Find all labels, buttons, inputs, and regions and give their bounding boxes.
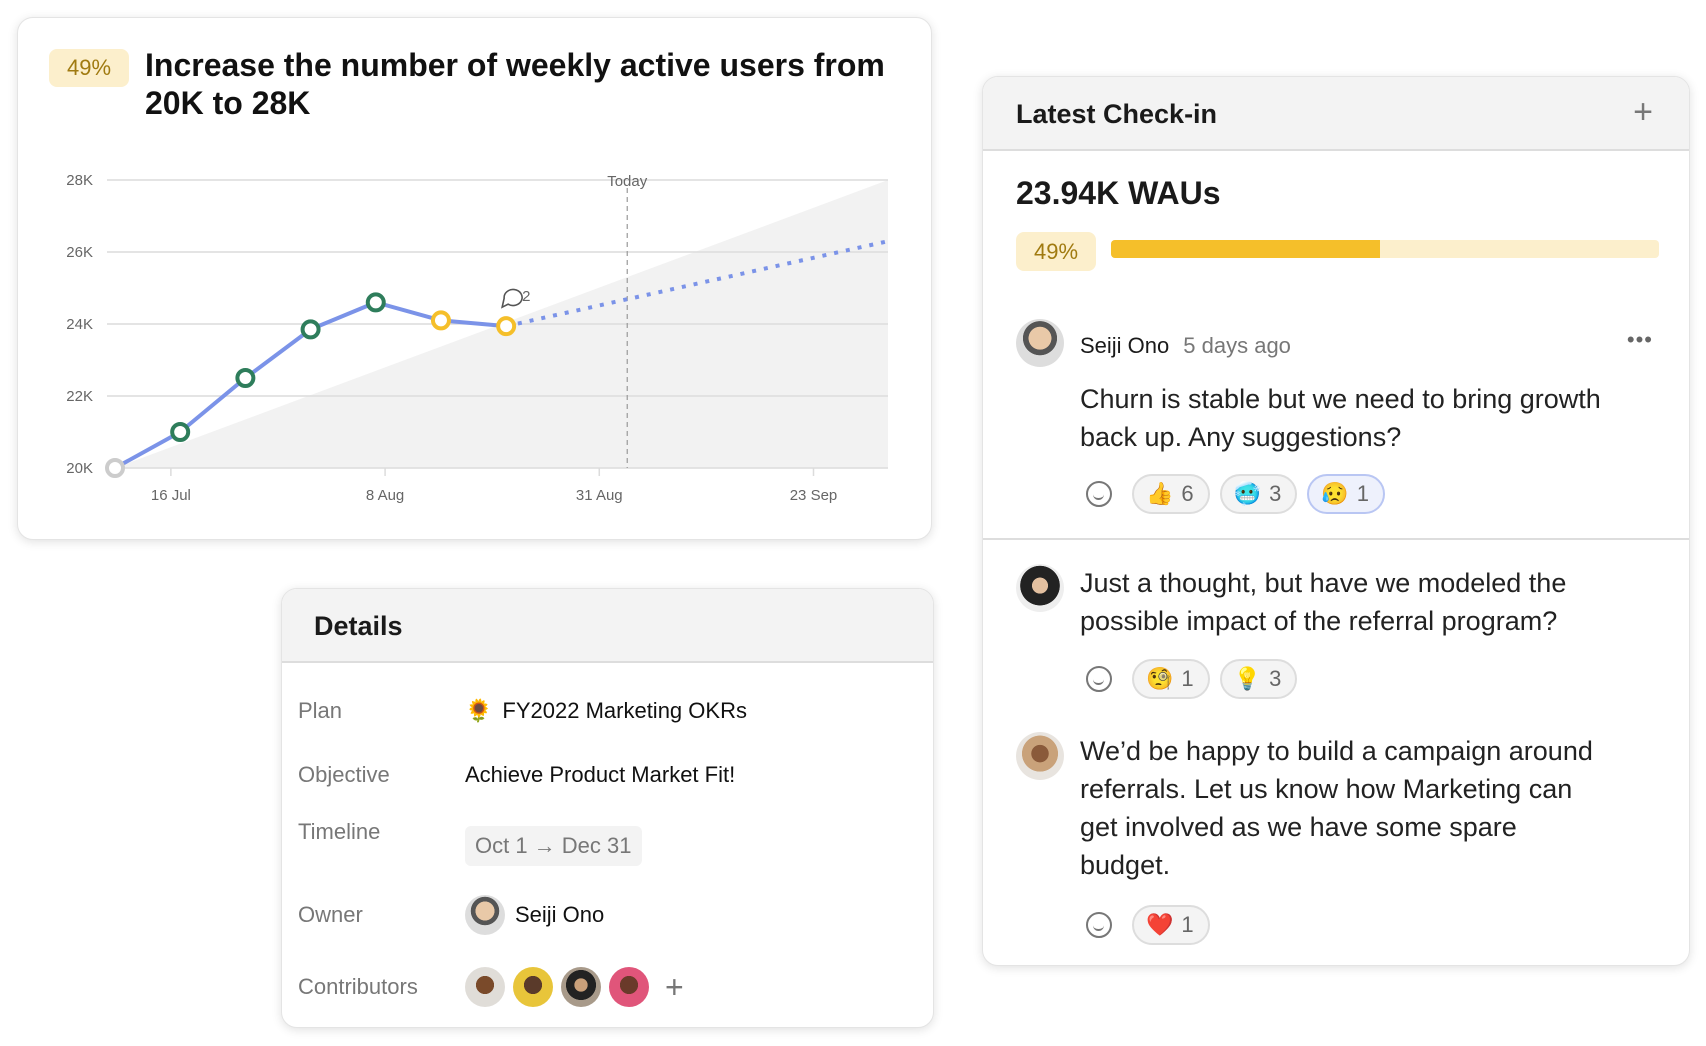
checkin-metric: 23.94K WAUs (1016, 175, 1221, 211)
x-tick-label: 23 Sep (790, 487, 838, 504)
details-panel: Details Plan 🌻 FY2022 Marketing OKRs Obje… (281, 588, 934, 1028)
y-tick-label: 20K (66, 460, 93, 477)
plan-value: FY2022 Marketing OKRs (502, 698, 747, 723)
comment-text: Churn is stable but we need to bring gro… (1080, 384, 1601, 452)
add-contributor-icon[interactable]: + (665, 968, 684, 1005)
checkin-title: Latest Check-in (1016, 99, 1218, 129)
projection-line (505, 239, 889, 329)
comment-text: We’d be happy to build a campaign around… (1080, 736, 1593, 880)
y-tick-label: 24K (66, 316, 93, 333)
owner-label: Owner (298, 902, 363, 927)
reaction-pill[interactable]: 👍 6 (1132, 474, 1210, 514)
plan-label: Plan (298, 698, 343, 723)
timeline-row: Timeline Oct 1 → Dec 31 (298, 819, 933, 866)
y-tick-label: 22K (66, 388, 93, 405)
avatar[interactable] (561, 967, 601, 1007)
objective-link[interactable]: Achieve Product Market Fit! (465, 762, 736, 787)
divider (983, 538, 1689, 540)
x-tick-label: 16 Jul (151, 487, 191, 504)
plan-row: Plan 🌻 FY2022 Marketing OKRs (298, 691, 933, 731)
plan-link[interactable]: 🌻 FY2022 Marketing OKRs (465, 698, 747, 724)
comment-author: Seiji Ono (1080, 333, 1170, 358)
avatar (1016, 319, 1064, 367)
timeline-label: Timeline (298, 819, 381, 844)
checkin-progress-bar (1111, 240, 1659, 258)
details-header: Details (282, 589, 933, 663)
contributors-row: Contributors + (298, 967, 933, 1007)
data-point (496, 316, 517, 337)
progress-chart: 20K 22K 24K 26K 28K 16 Jul 8 Aug 31 Aug 23 Sep To… (66, 172, 889, 504)
reaction-pill[interactable]: 💡 3 (1219, 659, 1298, 699)
details-title: Details (314, 611, 403, 641)
x-tick-label: 8 Aug (366, 487, 404, 504)
add-reaction-icon[interactable] (1086, 481, 1112, 507)
data-point (300, 319, 321, 340)
progress-fill (1111, 240, 1380, 258)
comment-time: 5 days ago (1183, 333, 1291, 358)
key-result-title: Increase the number of weekly active use… (145, 47, 885, 121)
reactions: ❤️ 1 (1080, 905, 1210, 945)
data-point (235, 368, 256, 388)
reaction-pill[interactable]: ❤️ 1 (1132, 905, 1210, 945)
reactions: 👍 6 🥶 3 😥 1 (1080, 474, 1385, 514)
contributors-label: Contributors (298, 974, 418, 999)
reactions: 🧐 1 💡 3 (1080, 659, 1298, 699)
data-point (430, 310, 451, 331)
avatar[interactable] (465, 967, 505, 1007)
avatar (465, 895, 505, 935)
avatar (1016, 732, 1064, 780)
avatar[interactable] (609, 967, 649, 1007)
owner-name: Seiji Ono (515, 902, 605, 927)
checkin-header: Latest Check-in + (983, 77, 1689, 151)
more-options-icon[interactable]: ••• (1626, 327, 1653, 352)
plus-icon[interactable]: + (1633, 93, 1653, 131)
progress-badge: 49% (49, 49, 129, 87)
data-point (365, 292, 386, 313)
objective-label: Objective (298, 762, 390, 787)
reaction-pill[interactable]: 🥶 3 (1219, 474, 1298, 514)
y-tick-label: 28K (66, 172, 93, 189)
owner-row: Owner Seiji Ono (298, 895, 933, 935)
reaction-pill[interactable]: 🧐 1 (1132, 659, 1210, 699)
add-reaction-icon[interactable] (1086, 912, 1112, 938)
comment-icon (501, 288, 523, 309)
data-point (105, 458, 125, 478)
avatar[interactable] (513, 967, 553, 1007)
comment-text: Just a thought, but have we modeled the p… (1080, 568, 1567, 636)
comment-count: 2 (522, 288, 530, 305)
x-tick-label: 31 Aug (576, 487, 623, 504)
reaction-pill-active[interactable]: 😥 1 (1307, 474, 1385, 514)
add-reaction-icon[interactable] (1086, 666, 1112, 692)
data-point (170, 422, 191, 442)
avatar (1016, 564, 1064, 612)
objective-row: Objective Achieve Product Market Fit! (298, 755, 933, 795)
timeline-chip[interactable]: Oct 1 → Dec 31 (465, 826, 642, 866)
y-tick-label: 26K (66, 244, 93, 261)
owner-value[interactable]: Seiji Ono (465, 895, 604, 935)
today-label: Today (607, 173, 648, 190)
latest-checkin-panel: Latest Check-in + 23.94K WAUs 49% Seiji … (982, 76, 1690, 966)
sunflower-icon: 🌻 (465, 698, 493, 723)
checkin-progress-badge: 49% (1016, 232, 1096, 271)
key-result-card: 49% Increase the number of weekly active… (17, 17, 932, 540)
